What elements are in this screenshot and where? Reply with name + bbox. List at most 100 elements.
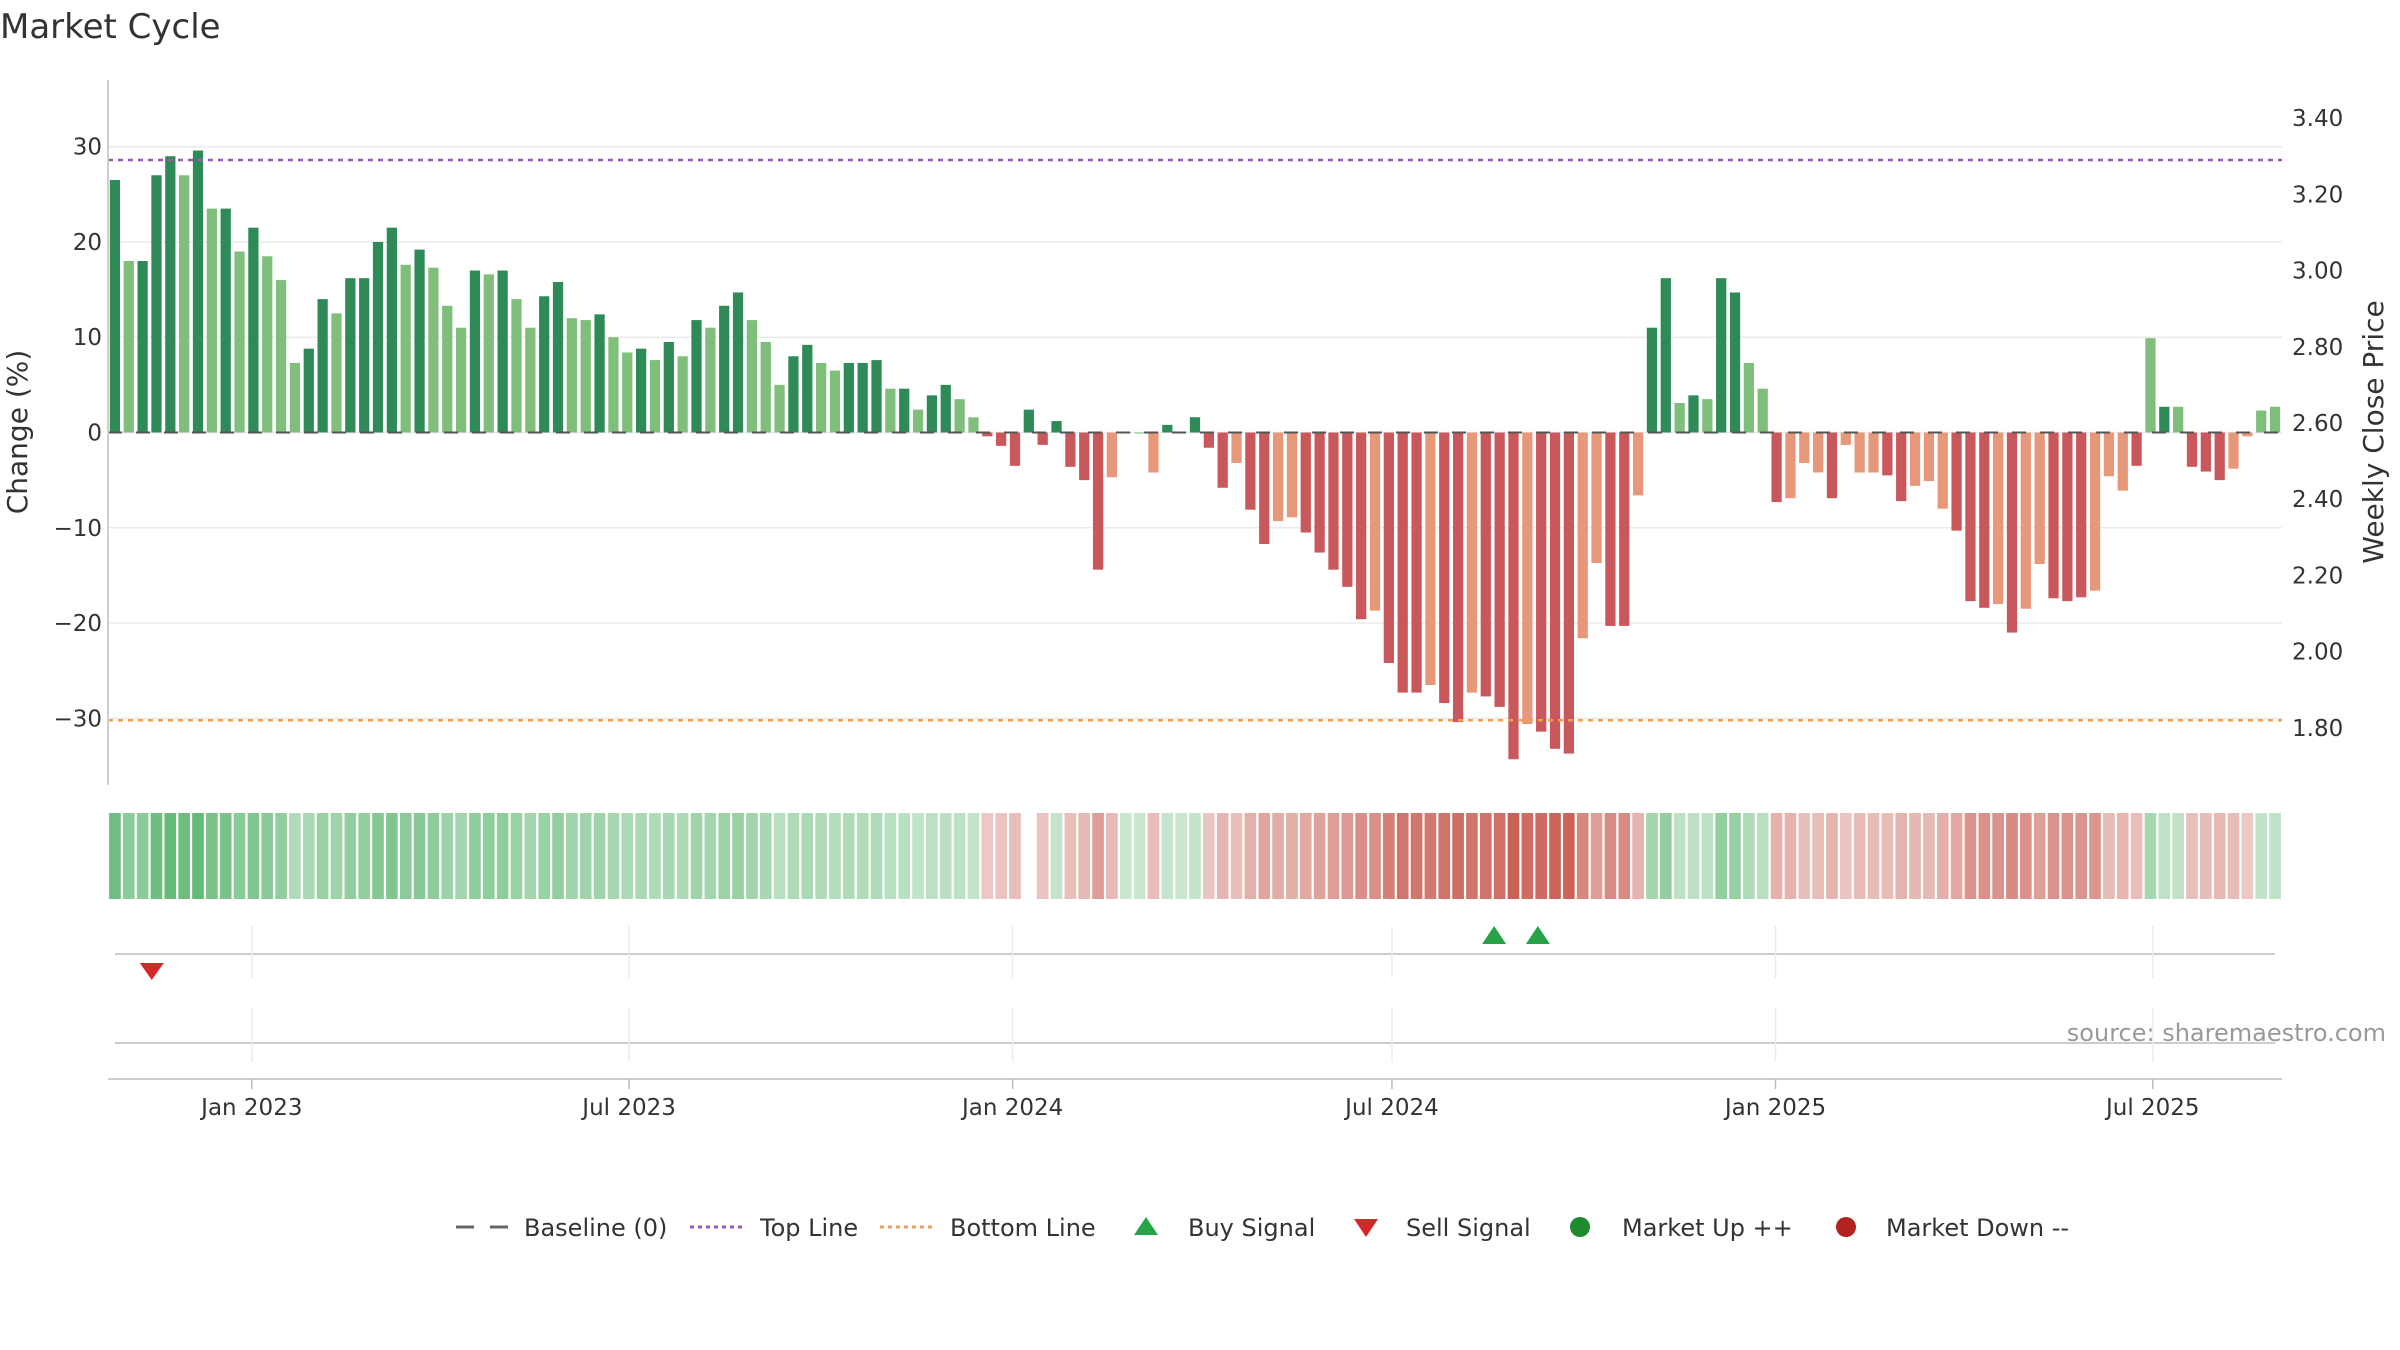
bar bbox=[1993, 432, 2004, 604]
bar bbox=[1203, 432, 1214, 448]
heat-cell bbox=[2227, 813, 2240, 899]
heat-cell bbox=[1923, 813, 1935, 899]
heat-cell bbox=[1936, 813, 1949, 899]
x-tick-label: Jul 2024 bbox=[1343, 1095, 1439, 1121]
heat-cell bbox=[330, 813, 343, 899]
heat-cell bbox=[399, 813, 412, 899]
heat-cell bbox=[386, 813, 398, 899]
heat-cell bbox=[1770, 813, 1783, 899]
bar bbox=[1148, 432, 1159, 473]
bar bbox=[1605, 432, 1616, 626]
heat-cell bbox=[2144, 813, 2157, 899]
heat-cell bbox=[1895, 813, 1908, 899]
heat-cell bbox=[1673, 813, 1686, 899]
bar bbox=[1674, 402, 1685, 433]
bar bbox=[289, 362, 301, 433]
heat-cell bbox=[1383, 813, 1395, 899]
heat-cell bbox=[566, 813, 578, 899]
y2-tick-label: 2.80 bbox=[2292, 335, 2343, 361]
heat-cell bbox=[1286, 813, 1298, 899]
heat-cell bbox=[469, 813, 481, 899]
heat-cell bbox=[2116, 813, 2129, 899]
bar bbox=[1632, 432, 1644, 496]
heat-cell bbox=[801, 813, 814, 899]
heat-cell bbox=[690, 813, 703, 899]
bar bbox=[1909, 432, 1921, 486]
legend-label-market-up: Market Up ++ bbox=[1622, 1214, 1793, 1242]
bar bbox=[816, 362, 827, 433]
heat-cell bbox=[676, 813, 689, 899]
bar bbox=[774, 384, 785, 433]
legend-item-baseline: Baseline (0) bbox=[456, 1214, 667, 1242]
heat-cell bbox=[1272, 813, 1284, 899]
heat-cell bbox=[870, 813, 883, 899]
bar bbox=[760, 341, 771, 433]
bar bbox=[1452, 432, 1464, 723]
legend-label-bottom-line: Bottom Line bbox=[950, 1214, 1096, 1242]
bar bbox=[1923, 432, 1935, 482]
heat-cell bbox=[787, 813, 800, 899]
bar bbox=[982, 432, 993, 437]
heat-cell bbox=[344, 813, 357, 899]
bar bbox=[2089, 432, 2101, 591]
heat-cell bbox=[261, 813, 274, 899]
bar bbox=[746, 320, 758, 433]
heat-cell bbox=[939, 813, 952, 899]
bar bbox=[1051, 421, 1062, 433]
bar bbox=[2020, 432, 2031, 609]
heat-cell bbox=[316, 813, 329, 899]
market-up-icon bbox=[1570, 1217, 1590, 1237]
bar bbox=[1480, 432, 1491, 697]
heat-cell bbox=[1036, 813, 1049, 899]
bar bbox=[2242, 432, 2253, 437]
bar bbox=[1092, 432, 1104, 570]
heat-cell bbox=[635, 813, 647, 899]
x-tick-label: Jul 2025 bbox=[2104, 1095, 2200, 1121]
bar bbox=[2076, 432, 2087, 598]
heat-cell bbox=[1839, 813, 1852, 899]
bar bbox=[871, 360, 882, 433]
bar bbox=[220, 208, 231, 433]
heat-cell bbox=[482, 813, 495, 899]
bar bbox=[677, 356, 688, 433]
bar bbox=[1508, 432, 1519, 760]
heat-cell bbox=[2061, 813, 2074, 899]
heat-cell bbox=[2006, 813, 2018, 899]
heat-cell bbox=[856, 813, 869, 899]
heat-cell bbox=[995, 813, 1007, 899]
bar bbox=[1896, 432, 1907, 502]
heat-cell bbox=[275, 813, 287, 899]
bar bbox=[1231, 432, 1242, 463]
heat-cell bbox=[1978, 813, 1991, 899]
bar bbox=[192, 150, 204, 433]
x-axis-ticks: Jan 2023 Jul 2023 Jan 2024 Jul 2024 Jan 2025… bbox=[199, 1079, 2200, 1121]
bar bbox=[1162, 424, 1173, 433]
bar bbox=[1439, 432, 1450, 704]
bar bbox=[1328, 432, 1339, 570]
heat-cell bbox=[1230, 813, 1243, 899]
heat-cell bbox=[2158, 813, 2171, 899]
bar bbox=[386, 227, 397, 433]
bar bbox=[1729, 292, 1741, 433]
heat-cell bbox=[704, 813, 717, 899]
y-tick-label: 0 bbox=[87, 421, 102, 447]
heat-cell bbox=[1507, 813, 1520, 899]
heat-cell bbox=[1604, 813, 1617, 899]
heat-cell bbox=[1299, 813, 1312, 899]
heat-cell bbox=[1881, 813, 1894, 899]
heat-cell bbox=[1756, 813, 1769, 899]
x-tick-label: Jul 2023 bbox=[580, 1095, 676, 1121]
heat-cell bbox=[1064, 813, 1077, 899]
bar bbox=[2228, 432, 2239, 469]
bar bbox=[1882, 432, 1893, 476]
heat-cell bbox=[1050, 813, 1063, 899]
bar bbox=[137, 261, 148, 433]
y2-tick-label: 2.20 bbox=[2292, 563, 2343, 589]
y-tick-label: −20 bbox=[53, 611, 102, 637]
bars bbox=[109, 150, 2281, 760]
heat-cell bbox=[1618, 813, 1631, 899]
bar bbox=[968, 417, 979, 433]
bar bbox=[1536, 432, 1547, 732]
bar bbox=[1854, 432, 1865, 473]
chart-title: Market Cycle bbox=[0, 7, 221, 47]
